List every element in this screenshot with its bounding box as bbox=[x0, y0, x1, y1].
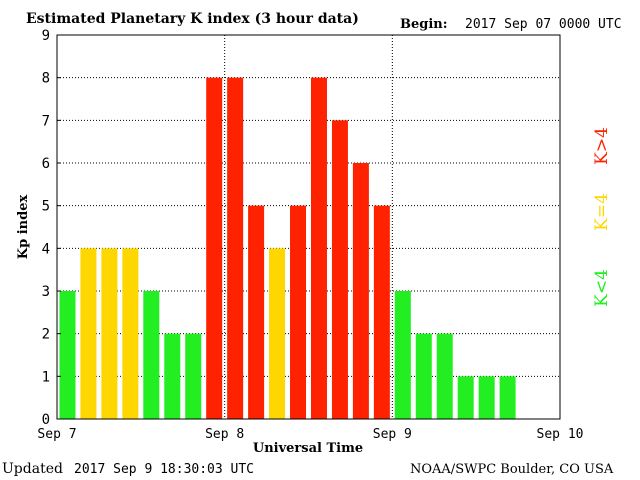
y-tick-label: 7 bbox=[42, 113, 50, 129]
kp-bar bbox=[394, 291, 411, 419]
x-axis-ticks: Sep 7 Sep 8 Sep 9 Sep 10 bbox=[37, 427, 583, 442]
kp-bar bbox=[415, 333, 432, 419]
kp-bar bbox=[227, 77, 244, 420]
kp-bar bbox=[206, 77, 223, 420]
legend-label: K=4 bbox=[592, 193, 612, 231]
y-tick-label: 4 bbox=[42, 241, 50, 257]
legend: K<4 K=4 K>4 bbox=[592, 127, 612, 307]
y-tick-label: 2 bbox=[42, 327, 50, 343]
y-tick-label: 6 bbox=[42, 156, 50, 172]
legend-label: K<4 bbox=[592, 269, 612, 307]
source-credit: NOAA/SWPC Boulder, CO USA bbox=[410, 462, 614, 477]
kp-bar bbox=[331, 120, 348, 419]
updated-value: 2017 Sep 9 18:30:03 UTC bbox=[74, 462, 254, 477]
kp-bar bbox=[352, 163, 369, 419]
y-tick-label: 0 bbox=[42, 412, 50, 428]
kp-bar bbox=[436, 333, 453, 419]
kp-bar bbox=[80, 248, 97, 419]
y-tick-label: 9 bbox=[42, 28, 50, 44]
kp-bar bbox=[478, 376, 495, 419]
kp-bar bbox=[457, 376, 474, 419]
x-tick-label: Sep 9 bbox=[373, 427, 412, 442]
kp-bar bbox=[164, 333, 181, 419]
y-tick-label: 1 bbox=[42, 369, 50, 385]
kp-bar bbox=[373, 205, 390, 419]
kp-bar bbox=[499, 376, 516, 419]
kp-bar bbox=[248, 205, 265, 419]
x-tick-label: Sep 8 bbox=[205, 427, 244, 442]
updated-label: Updated bbox=[2, 461, 63, 477]
chart-title: Estimated Planetary K index (3 hour data… bbox=[26, 11, 359, 27]
kp-bar bbox=[143, 291, 160, 419]
x-axis-title: Universal Time bbox=[253, 441, 363, 456]
kp-bar bbox=[310, 77, 327, 420]
kp-bar bbox=[269, 248, 286, 419]
y-axis-ticks: 0 1 2 3 4 5 6 7 8 9 bbox=[42, 28, 61, 428]
kp-bar bbox=[122, 248, 139, 419]
y-axis-title: Kp index bbox=[16, 195, 31, 260]
begin-label: Begin: bbox=[400, 17, 448, 32]
legend-label: K>4 bbox=[592, 127, 612, 165]
y-tick-label: 3 bbox=[42, 284, 50, 300]
kp-bar bbox=[101, 248, 118, 419]
y-tick-label: 8 bbox=[42, 71, 50, 87]
kp-bar bbox=[59, 291, 76, 419]
plot-frame bbox=[56, 34, 561, 420]
bars bbox=[59, 77, 516, 420]
x-tick-label: Sep 10 bbox=[537, 427, 584, 442]
grid-lines bbox=[57, 35, 560, 419]
x-tick-label: Sep 7 bbox=[37, 427, 76, 442]
kp-bar bbox=[290, 205, 307, 419]
kp-bar bbox=[185, 333, 202, 419]
y-tick-label: 5 bbox=[42, 199, 50, 215]
begin-value: 2017 Sep 07 0000 UTC bbox=[465, 17, 622, 32]
